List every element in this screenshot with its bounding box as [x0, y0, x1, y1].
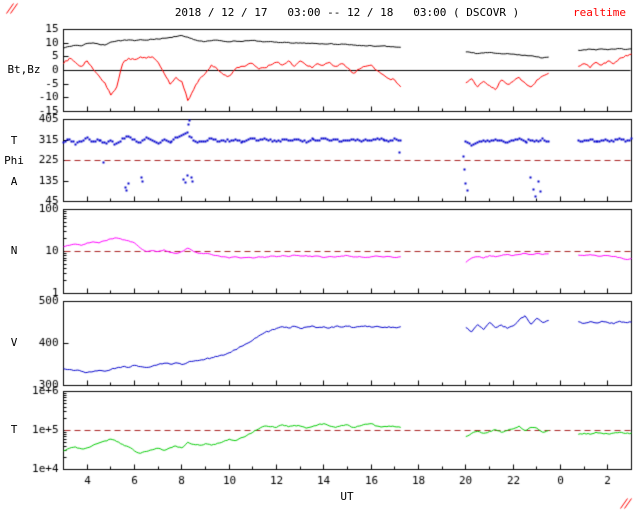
panel-phi-axis-label-phi: Phi: [4, 154, 24, 167]
panel-density-axis-label: N: [10, 244, 18, 257]
panel-speed-axis-label: V: [10, 336, 18, 349]
realtime-badge: realtime: [573, 6, 626, 19]
x-axis-label: UT: [340, 490, 354, 503]
panel-temp-axis-label: T: [10, 423, 18, 436]
panel-mag-axis-label: Bt,Bz: [7, 63, 41, 76]
panel-phi-axis-label-t: T: [10, 134, 18, 147]
plot-title: 2018 / 12 / 17 03:00 -- 12 / 18 03:00 ( …: [174, 6, 520, 19]
panel-phi-axis-label-a: A: [10, 175, 18, 188]
